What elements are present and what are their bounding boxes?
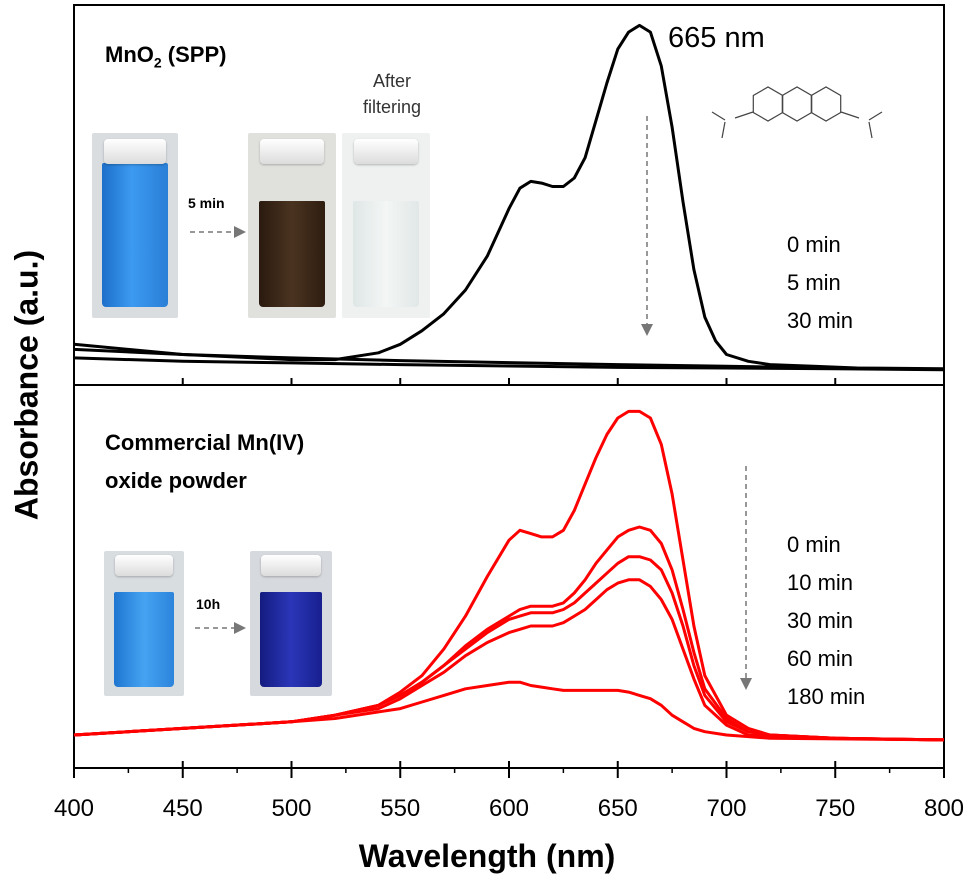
series-line-0-0: [73, 23, 945, 371]
deep-blue-solution: [259, 591, 323, 688]
vial-photo-after-commercial: [250, 551, 332, 696]
x-tick-label: 550: [380, 795, 420, 822]
bottom-legend-item: 30 min: [787, 608, 854, 633]
bond: [868, 111, 883, 121]
vial-photo-before-commercial: [104, 551, 184, 696]
x-tick-label: 600: [489, 795, 529, 822]
x-tick-label: 700: [706, 795, 746, 822]
bottom-title-line2: oxide powder: [105, 468, 247, 493]
vial-photo-filtered: [342, 133, 430, 318]
x-tick-label: 650: [598, 795, 638, 822]
after-filtering-label: After filtering: [352, 68, 432, 120]
after-label-line1: After: [372, 71, 411, 91]
top-title-subscript: 2: [153, 54, 162, 71]
top-legend: 0 min 5 min 30 min: [787, 226, 853, 340]
blue-solution: [113, 591, 175, 688]
bond: [711, 111, 726, 121]
series-line-1-0: [73, 409, 945, 742]
decay-arrows: [190, 116, 752, 690]
bond: [721, 121, 726, 139]
ring-left: [752, 86, 784, 122]
bottom-legend-item: 60 min: [787, 646, 854, 671]
series-line-1-3: [73, 578, 945, 742]
vial-cap: [104, 138, 166, 165]
vial-cap: [261, 555, 321, 576]
vial-cap: [115, 555, 173, 576]
top-title-rest: (SPP): [161, 42, 227, 67]
series-line-0-2: [73, 356, 945, 372]
bottom-decay-arrow-head: [740, 678, 752, 690]
bottom-legend-item: 0 min: [787, 532, 841, 557]
clear-filtrate: [352, 201, 420, 307]
x-tick-label: 500: [271, 795, 311, 822]
brown-suspension: [258, 201, 326, 307]
x-tick-label: 450: [163, 795, 203, 822]
bottom-time-label: 10h: [196, 596, 221, 612]
x-axis-ticks: 400 450 500 550 600 650 700 750 800: [54, 378, 964, 822]
bond: [840, 111, 860, 119]
methylene-blue-structure-icon: [711, 86, 883, 139]
bottom-panel-title: Commercial Mn(IV) oxide powder: [105, 424, 304, 500]
top-legend-item: 0 min: [787, 232, 841, 257]
bottom-legend-item: 180 min: [787, 684, 866, 709]
bottom-legend: 0 min 10 min 30 min 60 min 180 min: [787, 526, 865, 716]
top-title-base: MnO: [105, 42, 154, 67]
top-legend-item: 30 min: [787, 308, 854, 333]
series-line-1-2: [73, 555, 945, 742]
vial-photo-after-spp: [248, 133, 336, 318]
vial-photo-before-spp: [92, 133, 178, 318]
top-legend-item: 5 min: [787, 270, 841, 295]
bond: [734, 111, 754, 119]
blue-solution: [102, 162, 168, 307]
top-time-label: 5 min: [188, 195, 225, 211]
bottom-title-line1: Commercial Mn(IV): [105, 430, 305, 455]
bond: [868, 121, 873, 139]
vial-cap: [354, 138, 418, 165]
bottom-panel-curves: [73, 409, 945, 742]
bottom-photo-arrow-head: [234, 622, 246, 634]
x-tick-label: 750: [815, 795, 855, 822]
x-axis-label: Wavelength (nm): [358, 838, 616, 874]
ring-center: [781, 86, 813, 122]
y-axis-label: Absorbance (a.u.): [8, 249, 45, 521]
peak-annotation: 665 nm: [668, 22, 765, 54]
x-tick-label: 400: [54, 795, 94, 822]
ring-right: [810, 86, 842, 122]
top-panel-curves: [73, 23, 945, 372]
vial-cap: [260, 138, 324, 165]
top-decay-arrow-head: [641, 324, 653, 336]
top-photo-arrow-head: [234, 226, 246, 238]
bottom-legend-item: 10 min: [787, 570, 854, 595]
series-line-1-4: [73, 680, 945, 742]
top-panel-title: MnO2 (SPP): [105, 40, 226, 77]
after-label-line2: filtering: [362, 97, 422, 117]
x-tick-label: 800: [924, 795, 964, 822]
